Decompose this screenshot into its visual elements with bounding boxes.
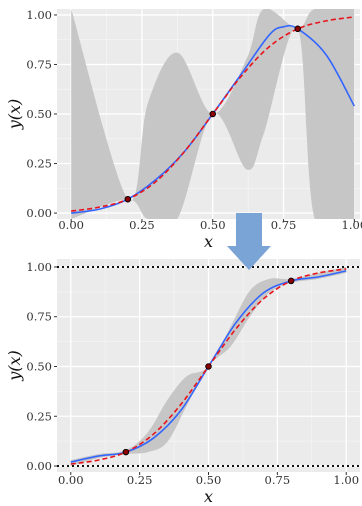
x-axis-label: x <box>204 232 213 251</box>
y-tick-label: 0.50 <box>26 359 52 373</box>
y-tick-label: 0.50 <box>26 107 52 121</box>
x-axis-label: x <box>204 487 213 506</box>
observation-point <box>209 110 216 118</box>
x-tick-label: 0.75 <box>265 473 291 487</box>
y-tick-label: 0.75 <box>26 310 52 324</box>
x-tick-label: 1.00 <box>333 473 359 487</box>
x-tick-label: 0.25 <box>127 473 153 487</box>
observation-point <box>205 363 212 370</box>
y-axis-label: y(x) <box>5 99 24 131</box>
x-tick-label: 0.00 <box>58 473 84 487</box>
observation-point <box>294 25 301 33</box>
y-axis-label: y(x) <box>5 350 24 382</box>
x-tick-label: 0.25 <box>129 218 155 232</box>
top-panel: 0.00 0.25 0.50 0.75 1.00 0.00 0.25 0.50 0.75 1.00… <box>5 8 362 251</box>
bottom-panel: 0.00 0.25 0.50 0.75 1.00 0.00 0.25 0.50 0.75 1.00… <box>5 259 360 506</box>
transition-arrow <box>227 213 271 270</box>
y-tick-label: 0.75 <box>26 57 52 71</box>
y-tick-label: 1.00 <box>26 8 52 22</box>
x-tick-label: 0.75 <box>271 218 297 232</box>
observation-point <box>287 277 295 285</box>
x-tick-label: 0.50 <box>196 473 222 487</box>
observation-point <box>124 195 132 203</box>
y-tick-label: 0.25 <box>26 409 52 423</box>
x-tick-label: 1.00 <box>342 218 362 232</box>
y-tick-label: 0.25 <box>26 157 52 171</box>
observation-point <box>122 448 130 456</box>
y-tick-label: 0.00 <box>26 459 52 473</box>
x-tick-label: 0.50 <box>200 218 226 232</box>
down-arrow-icon <box>227 213 271 270</box>
y-tick-label: 0.00 <box>26 206 52 220</box>
x-tick-label: 0.00 <box>58 218 84 232</box>
y-tick-label: 1.00 <box>26 260 52 274</box>
